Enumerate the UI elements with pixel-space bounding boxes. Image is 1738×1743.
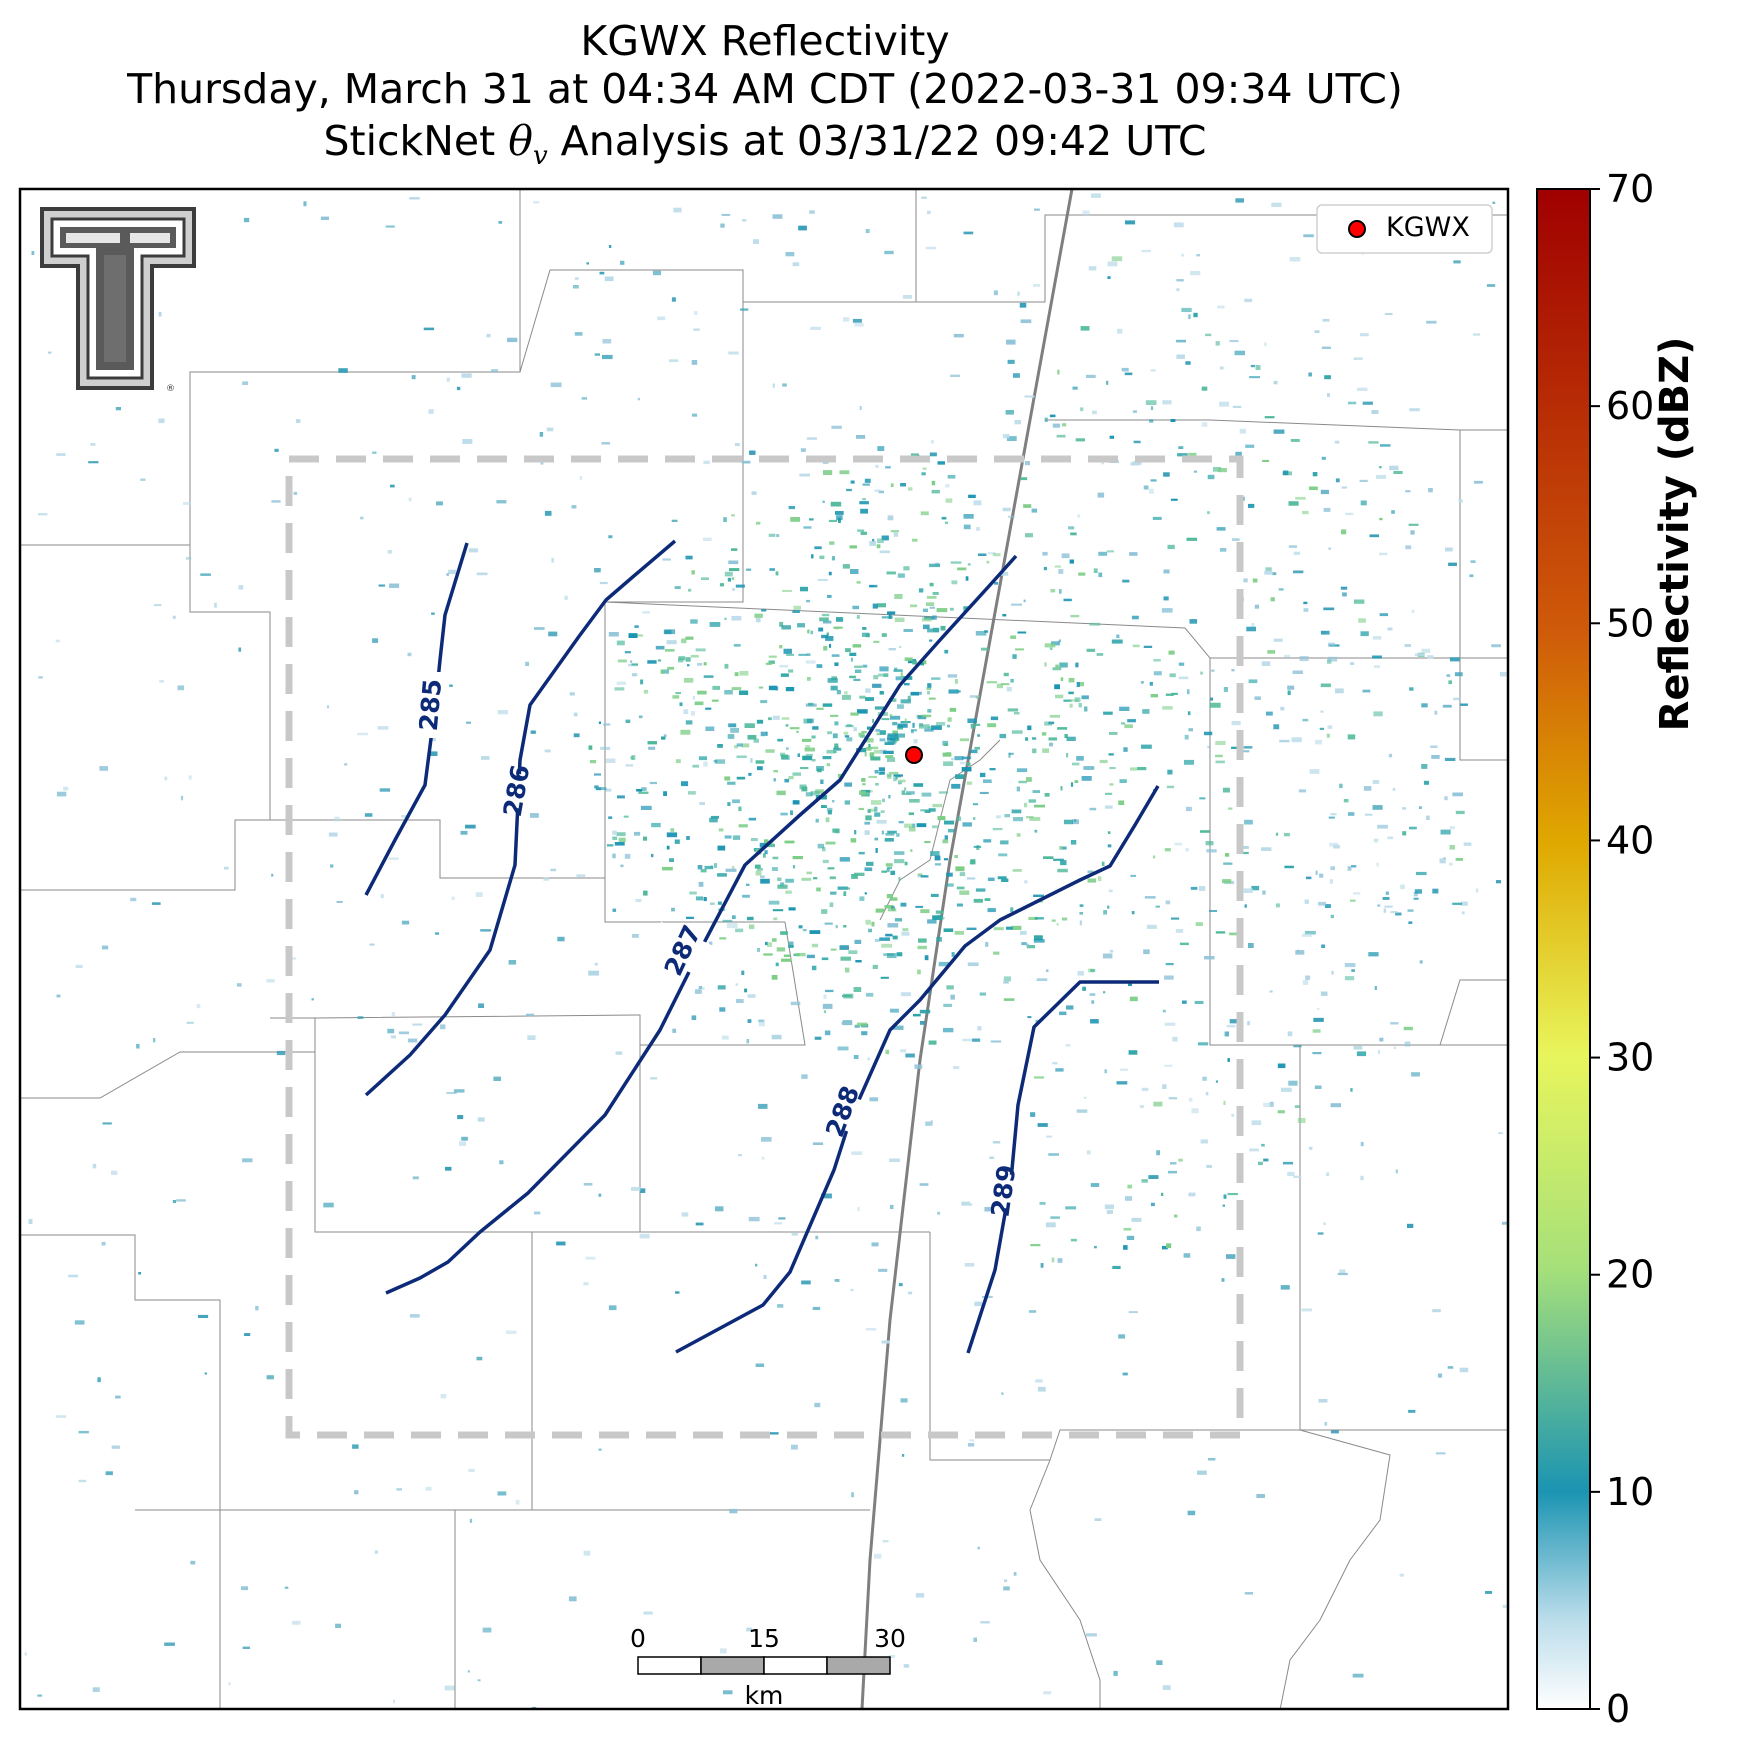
colorbar-tick-label: 0 xyxy=(1606,1687,1630,1731)
theta-v-symbol: θv xyxy=(508,117,548,172)
colorbar-tick-label: 70 xyxy=(1606,167,1654,211)
county-boundaries xyxy=(20,189,1508,1709)
scale-bar: 0 15 30 km xyxy=(630,1624,906,1710)
colorbar-label: Reflectivity (dBZ) xyxy=(1652,336,1698,732)
radar-reflectivity-echoes xyxy=(24,193,1508,1709)
scale-tick-15: 15 xyxy=(748,1624,780,1653)
texas-tech-double-t-logo: ® xyxy=(40,207,196,394)
contour-288 xyxy=(675,785,1160,1354)
legend-marker-icon xyxy=(1348,220,1366,238)
scale-tick-30: 30 xyxy=(874,1624,906,1653)
colorbar: 0 10 20 30 40 50 60 70 xyxy=(1536,167,1654,1731)
legend: KGWX xyxy=(1316,204,1493,254)
map-title: KGWX Reflectivity xyxy=(580,17,950,65)
map-subtitle-time: Thursday, March 31 at 04:34 AM CDT (2022… xyxy=(127,65,1403,113)
legend-label: KGWX xyxy=(1386,212,1470,243)
colorbar-tick-label: 50 xyxy=(1606,601,1654,645)
scale-tick-0: 0 xyxy=(630,1624,646,1653)
map-subtitle-analysis: StickNet θv Analysis at 03/31/22 09:42 U… xyxy=(323,117,1207,172)
contour-label-285: 285 xyxy=(414,678,447,733)
analysis-domain-box xyxy=(285,455,1244,1439)
scale-unit: km xyxy=(745,1681,784,1710)
contour-286 xyxy=(364,539,677,1097)
colorbar-tick-label: 60 xyxy=(1606,384,1654,428)
kgwx-station-marker xyxy=(905,746,923,764)
contour-289 xyxy=(966,980,1159,1354)
colorbar-tick-label: 20 xyxy=(1606,1253,1654,1297)
colorbar-tick-label: 30 xyxy=(1606,1036,1654,1080)
contour-label-289: 289 xyxy=(986,1163,1022,1219)
map-area xyxy=(20,189,1508,1709)
colorbar-tick-label: 10 xyxy=(1606,1470,1654,1514)
colorbar-tick-label: 40 xyxy=(1606,818,1654,862)
svg-text:®: ® xyxy=(166,384,175,394)
